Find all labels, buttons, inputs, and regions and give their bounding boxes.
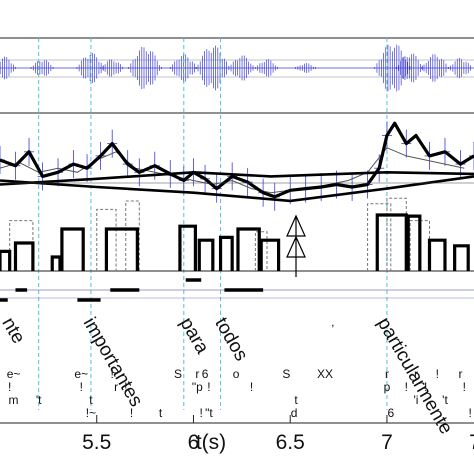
x-axis: t(s) 5.5 6 6.5 7 7.5: [0, 415, 474, 454]
annotation-symbol: !: [207, 380, 210, 394]
bar: [375, 213, 408, 271]
dashed-bar: [386, 197, 407, 271]
arrow-head-lower: [286, 235, 306, 258]
annotation-symbol: 't: [442, 393, 448, 407]
annotation-symbol: t: [159, 406, 163, 420]
annotation-symbol: !: [468, 406, 471, 420]
bar: [406, 214, 422, 271]
thin-pitch-line: [0, 147, 465, 194]
annotation-symbol: !~: [86, 406, 96, 420]
annotation-symbol: t: [294, 393, 298, 407]
bar: [13, 241, 35, 271]
annotation-symbol: S: [282, 367, 290, 381]
annotation-symbol: 6: [387, 406, 394, 420]
dashed-bar: [9, 220, 34, 271]
bar: [0, 249, 12, 271]
x-tick-label: 7.5: [469, 431, 474, 454]
annotation-symbol: !: [130, 406, 133, 420]
annotation-symbol: "p: [192, 380, 203, 394]
annotation-symbol: XX: [317, 367, 333, 381]
dashed-bar: [125, 200, 140, 271]
bar: [236, 227, 261, 271]
annotation-symbol: m: [9, 393, 19, 407]
x-tick-label: 5.5: [82, 431, 111, 454]
annotation-symbol: t: [89, 393, 93, 407]
annotation-symbol: !: [424, 380, 427, 394]
annotation-symbol: 'i: [413, 393, 418, 407]
duration-panel: [0, 278, 474, 302]
annotation-symbol: !: [436, 367, 439, 381]
annotation-symbol: !: [250, 380, 253, 394]
x-tick-label: 7: [381, 431, 393, 454]
annotation-symbol: e~: [7, 367, 21, 381]
annotation-symbol: o: [233, 367, 240, 381]
annotation-symbol: r: [385, 367, 389, 381]
pitch-contour-line: [0, 121, 474, 199]
dashed-bar: [96, 208, 117, 271]
arrow-head-upper: [286, 214, 306, 237]
bar-panel: [0, 197, 474, 277]
x-tick-label: 6: [188, 431, 200, 454]
annotation-symbol: r: [114, 380, 118, 394]
bar: [218, 235, 234, 271]
annotation-symbol: !: [80, 380, 83, 394]
annotation-symbol: p: [384, 380, 391, 394]
annotation-symbol: !: [463, 380, 466, 394]
waveform-panel: [0, 37, 474, 114]
annotation-symbol: e~: [74, 367, 88, 381]
dashed-bar: [254, 231, 268, 271]
level-line: [0, 170, 474, 186]
annotation-symbol: !: [124, 380, 127, 394]
annotation-symbol: 't: [36, 393, 42, 407]
bar: [104, 227, 139, 271]
bar: [197, 238, 215, 271]
annotation-symbol: !: [405, 380, 408, 394]
annotation-symbol: 6: [202, 367, 209, 381]
x-axis-label: t(s): [196, 431, 226, 454]
annotation-symbol: !: [111, 367, 114, 381]
bar: [50, 255, 62, 271]
annotation-symbol: r: [195, 367, 199, 381]
annotation-symbol: !: [8, 380, 11, 394]
bar: [178, 224, 198, 271]
bar: [259, 238, 281, 271]
level-line: [0, 175, 474, 203]
x-tick-label: 6.5: [276, 431, 305, 454]
annotation-symbol: r: [458, 367, 462, 381]
annotation-symbol: ,: [331, 315, 334, 329]
bar: [60, 227, 85, 271]
pitch-panel: [0, 121, 474, 211]
bar: [453, 244, 470, 271]
annotation-symbol: !: [200, 406, 203, 420]
annotation-symbol: S: [174, 367, 182, 381]
annotation-symbol: r: [414, 367, 418, 381]
annotation-symbol: d: [291, 406, 298, 420]
bar: [427, 238, 447, 271]
annotation-symbol: "t: [205, 406, 213, 420]
